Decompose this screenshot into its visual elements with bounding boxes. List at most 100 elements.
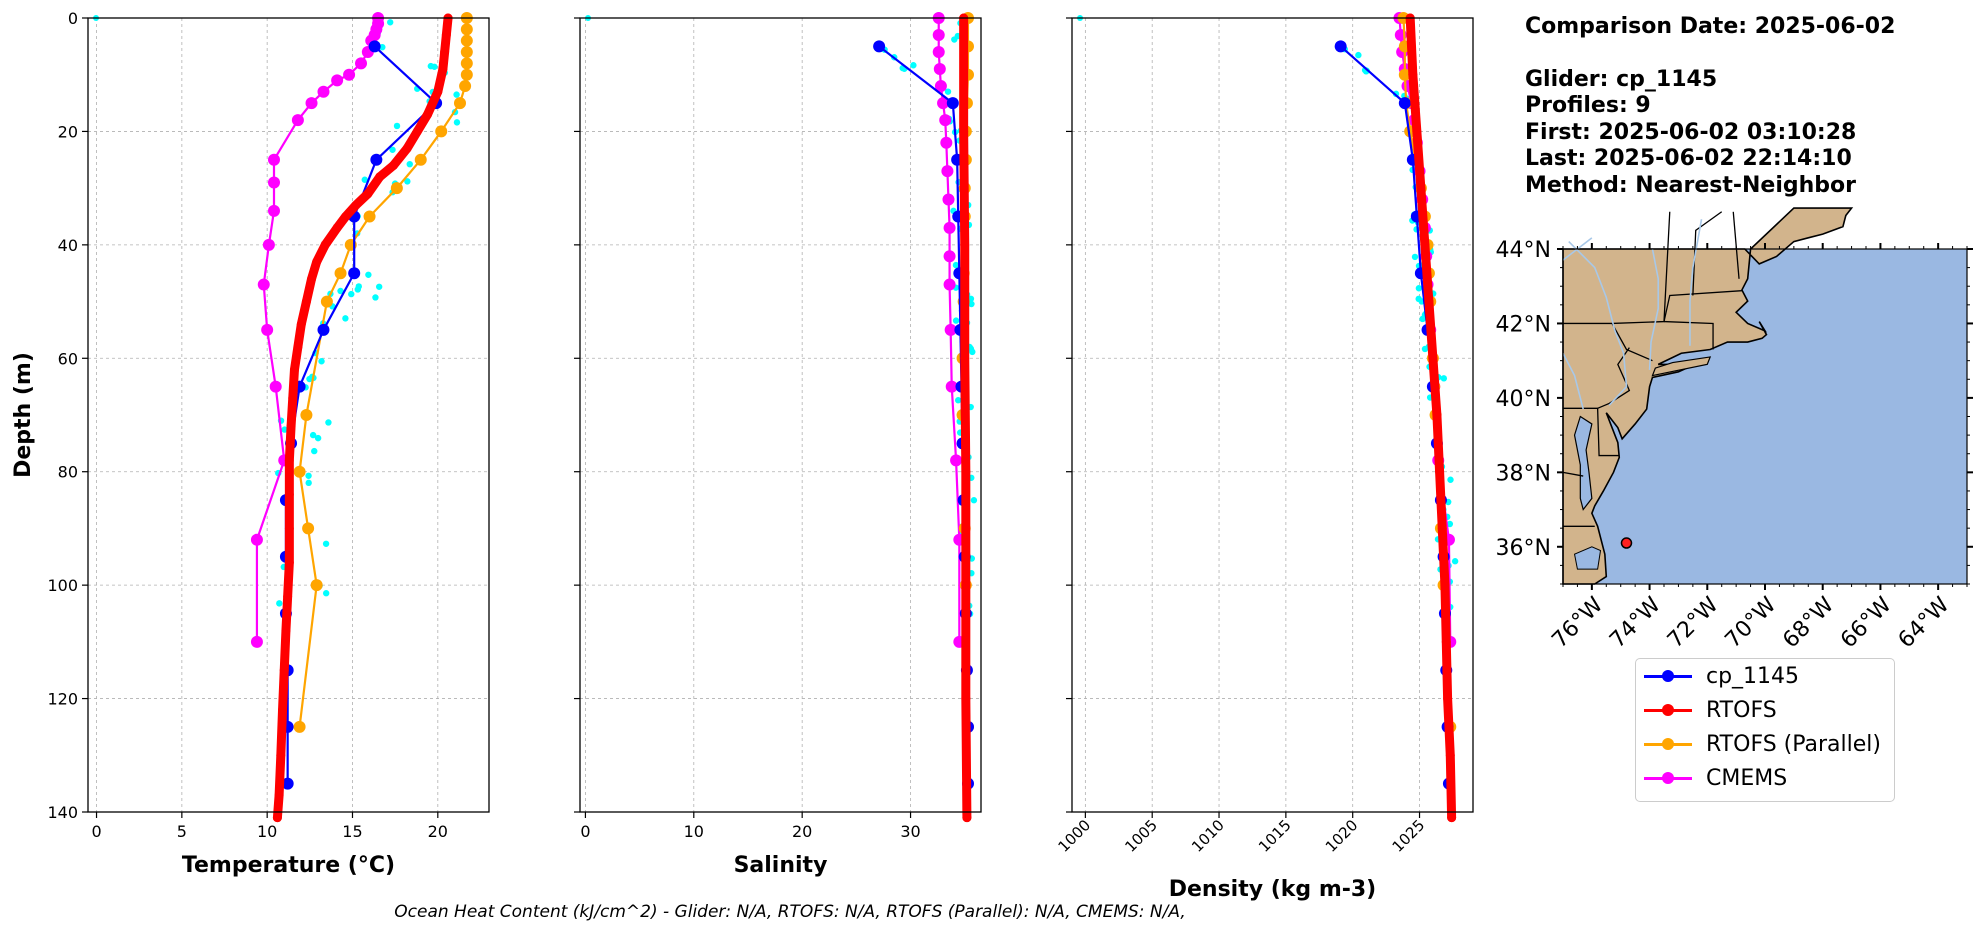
map-inset: 44°N 42°N 40°N 38°N 36°N 76°W74°W72°W70°W68°W…: [1496, 207, 1973, 653]
data-point: [412, 126, 422, 136]
data-point: [961, 694, 971, 704]
legend-label: RTOFS: [1706, 697, 1777, 723]
raw-sample-point: [1451, 558, 1459, 565]
data-point: [293, 465, 306, 478]
state-border: [1663, 290, 1742, 322]
raw-sample-point: [389, 146, 396, 153]
river: [1568, 240, 1628, 406]
data-point: [257, 278, 270, 291]
x-tick-label: 1020: [1322, 816, 1362, 856]
data-point: [1334, 40, 1347, 53]
data-point: [281, 777, 294, 790]
raw-sample-point: [309, 431, 317, 439]
data-point: [1412, 126, 1422, 136]
data-point: [942, 193, 955, 206]
data-point: [355, 57, 368, 70]
data-point: [937, 97, 950, 110]
profile-count: Profiles: 9: [1525, 93, 1651, 118]
raw-sample-point: [406, 160, 413, 168]
x-tick-label: 10: [684, 822, 704, 841]
x-tick-label: 1010: [1188, 816, 1228, 856]
raw-sample-point: [453, 91, 460, 98]
raw-sample-point: [276, 600, 283, 607]
legend-marker: [1662, 738, 1674, 750]
data-point: [933, 63, 946, 76]
data-point: [460, 68, 473, 81]
data-point: [284, 557, 294, 567]
data-point: [943, 278, 956, 291]
data-point: [274, 790, 284, 800]
data-point: [1420, 240, 1430, 250]
raw-sample-point: [951, 36, 958, 43]
data-point: [1398, 97, 1411, 110]
raw-sample-point: [342, 315, 349, 322]
state-border: [1732, 211, 1740, 279]
legend-entry-cmems: CMEMS: [1644, 761, 1787, 795]
y-tick-label: 120: [47, 690, 78, 709]
legend-label: CMEMS: [1706, 765, 1788, 791]
y-tick-label: 80: [58, 463, 78, 482]
data-point: [310, 579, 323, 592]
data-point: [940, 136, 953, 149]
data-point: [941, 165, 954, 178]
raw-sample-point: [952, 261, 960, 269]
data-point: [267, 204, 280, 217]
raw-sample-point: [1411, 253, 1419, 261]
y-tick-label: 20: [58, 122, 78, 141]
data-point: [331, 74, 344, 87]
y-tick-label: 40: [58, 236, 78, 255]
data-point: [944, 323, 957, 336]
raw-sample-point: [954, 397, 962, 404]
data-point: [1424, 297, 1434, 307]
raw-sample-point: [325, 419, 332, 426]
data-point: [960, 240, 970, 250]
data-point: [351, 200, 361, 210]
data-point: [1435, 467, 1445, 477]
data-point: [961, 580, 971, 590]
data-point: [1398, 68, 1411, 81]
x-tick-label: 0: [91, 822, 101, 841]
data-point: [460, 23, 473, 36]
x-tick-label: 5: [177, 822, 187, 841]
series-line-rtofs: [272, 13, 453, 823]
x-tick-label: 1005: [1121, 816, 1161, 856]
river: [1562, 352, 1584, 410]
y-tick-label: 100: [47, 576, 78, 595]
data-point: [1443, 694, 1453, 704]
lat-tick-label: 38°N: [1496, 461, 1551, 486]
data-point: [279, 665, 289, 675]
data-point: [402, 143, 412, 153]
data-point: [962, 813, 972, 823]
raw-sample-point: [1415, 285, 1423, 292]
y-tick-label: 0: [68, 9, 78, 28]
lon-tick-label: 72°W: [1663, 592, 1724, 653]
lat-tick-label: 40°N: [1496, 387, 1551, 412]
raw-sample-point: [910, 62, 917, 69]
data-point: [943, 250, 956, 263]
legend-marker: [1662, 670, 1674, 682]
data-point: [441, 30, 451, 40]
glider-name: Glider: cp_1145: [1525, 66, 1718, 92]
lat-tick-label: 44°N: [1496, 238, 1551, 263]
data-point: [1408, 70, 1418, 80]
data-point: [1447, 813, 1457, 823]
x-tick-label: 0: [580, 822, 590, 841]
state-border: [1597, 347, 1631, 409]
raw-sample-point: [365, 271, 372, 278]
data-point: [388, 160, 398, 170]
raw-sample-point: [1446, 520, 1454, 528]
long-island: [1651, 356, 1712, 377]
data-point: [272, 813, 282, 823]
data-point: [293, 720, 306, 733]
land-area: [1562, 207, 1854, 585]
raw-sample-point: [379, 43, 386, 51]
axes-frame: [579, 17, 982, 813]
river: [1648, 248, 1660, 371]
panel-density: 1000 1005 1010 1015 1020 1025 Density (kg m-3): [1054, 12, 1474, 902]
axes-frame: [87, 17, 490, 813]
data-point: [1428, 353, 1438, 363]
data-point: [312, 257, 322, 267]
data-point: [283, 591, 293, 601]
panel-temperature: 0 5 10 15 20 0 20 40 60 80 100 120 140 Temperature (°…: [11, 9, 490, 878]
data-point: [261, 323, 274, 336]
